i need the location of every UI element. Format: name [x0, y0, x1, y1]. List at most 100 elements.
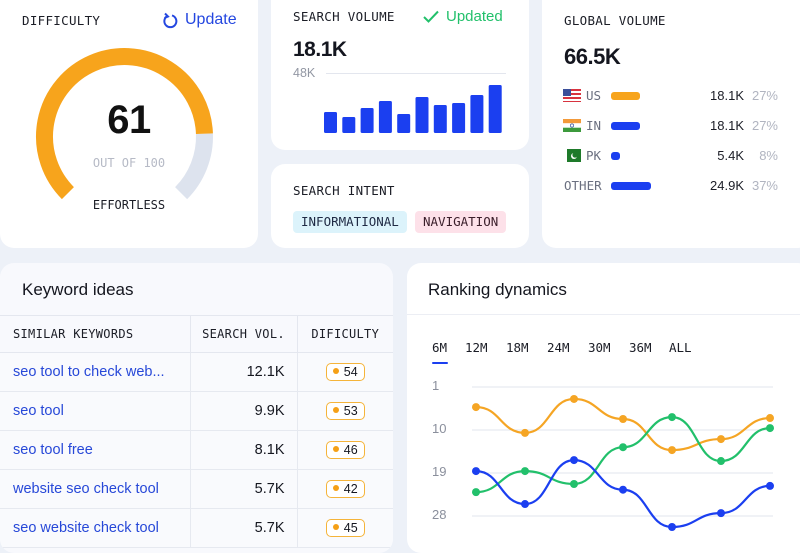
difficulty-badge: 53 [325, 402, 365, 420]
volume-bar [470, 95, 484, 133]
difficulty-level: EFFORTLESS [92, 198, 166, 212]
intent-tag-navigation: NAVIGATION [415, 211, 507, 233]
tab-12m[interactable]: 12M [465, 340, 488, 355]
country-row-in: IN 18.1K 27% [542, 116, 800, 136]
volume-bar [452, 103, 466, 133]
dot-icon [332, 485, 339, 491]
data-point[interactable] [766, 481, 774, 490]
gauge-fill [36, 48, 213, 200]
country-share-bar [611, 122, 641, 130]
series-line-1 [475, 415, 771, 494]
scale-label: 48K [293, 66, 316, 80]
country-percent: 27% [751, 118, 778, 133]
tab-18m[interactable]: 18M [506, 340, 529, 355]
data-point[interactable] [619, 485, 627, 494]
data-point[interactable] [717, 509, 725, 518]
difficulty-badge: 46 [325, 441, 365, 459]
country-code: PK [586, 148, 602, 163]
volume-bar [397, 114, 411, 133]
country-volume: 18.1K [710, 118, 744, 133]
volume-bar [378, 101, 392, 133]
volume-bar [415, 97, 429, 133]
update-label: Update [185, 11, 237, 28]
tab-6m[interactable]: 6M [432, 340, 448, 355]
search-intent-card: SEARCH INTENT INFORMATIONAL NAVIGATION [271, 164, 529, 248]
difficulty-gauge [36, 48, 213, 200]
country-share-bar [611, 182, 651, 190]
keyword-row[interactable]: website seo check tool 5.7K 42 [0, 469, 393, 509]
keyword-row[interactable]: seo tool 9.9K 53 [0, 391, 393, 431]
ranking-title: Ranking dynamics [428, 280, 567, 299]
search-volume-value: 18.1K [293, 38, 347, 61]
check-icon [423, 10, 439, 23]
keyword-link[interactable]: seo tool to check web... [0, 352, 191, 392]
data-point[interactable] [472, 488, 480, 497]
difficulty-badge: 54 [325, 363, 365, 381]
col-search-vol[interactable]: SEARCH VOL. [190, 315, 298, 353]
data-point[interactable] [668, 522, 676, 531]
y-tick-label: 10 [432, 421, 447, 436]
keyword-row[interactable]: seo tool to check web... 12.1K 54 [0, 352, 393, 392]
data-point[interactable] [717, 457, 725, 466]
ranking-line-chart [472, 386, 774, 531]
country-row-other: OTHER 24.9K 37% [542, 176, 800, 196]
volume-bar [342, 117, 356, 133]
difficulty-title: DIFFICULTY [22, 13, 101, 28]
difficulty-max: OUT OF 100 [92, 156, 166, 170]
data-point[interactable] [570, 479, 578, 488]
dot-icon [332, 407, 339, 413]
data-point[interactable] [521, 428, 529, 437]
search-volume-card: SEARCH VOLUME Updated 18.1K 48K [271, 0, 529, 150]
data-point[interactable] [521, 500, 529, 509]
keyword-volume: 9.9K [190, 391, 298, 431]
data-point[interactable] [668, 446, 676, 455]
country-percent: 37% [751, 178, 778, 193]
tab-30m[interactable]: 30M [588, 340, 611, 355]
global-volume-value: 66.5K [564, 44, 621, 69]
updated-status: Updated [423, 8, 503, 25]
data-point[interactable] [668, 413, 676, 422]
volume-bar [324, 112, 337, 133]
data-point[interactable] [766, 424, 774, 433]
series-line-0 [475, 397, 771, 452]
country-code: US [586, 88, 602, 103]
data-point[interactable] [717, 435, 725, 444]
data-point[interactable] [570, 456, 578, 465]
data-point[interactable] [619, 415, 627, 424]
volume-bar [360, 108, 374, 133]
data-point[interactable] [521, 467, 529, 476]
dot-icon [332, 524, 339, 530]
difficulty-value: 61 [107, 98, 151, 142]
dot-icon [332, 446, 339, 452]
tab-all[interactable]: ALL [669, 340, 692, 355]
col-difficulty[interactable]: DIFICULTY [297, 315, 393, 353]
keyword-link[interactable]: seo tool [0, 391, 191, 431]
country-share-bar [611, 152, 620, 160]
keyword-link[interactable]: website seo check tool [0, 469, 191, 509]
update-button[interactable]: Update [162, 11, 237, 29]
data-point[interactable] [472, 467, 480, 476]
country-code: IN [586, 118, 602, 133]
scale-line [326, 73, 506, 74]
data-point[interactable] [570, 394, 578, 403]
country-row-us: US 18.1K 27% [542, 86, 800, 106]
col-similar-keywords[interactable]: SIMILAR KEYWORDS [0, 315, 191, 353]
search-intent-title: SEARCH INTENT [293, 183, 395, 198]
gauge-track [174, 133, 213, 200]
data-point[interactable] [472, 403, 480, 412]
country-volume: 5.4K [717, 148, 744, 163]
refresh-icon [163, 12, 178, 28]
keyword-volume: 5.7K [190, 469, 298, 509]
keyword-volume: 12.1K [190, 352, 298, 392]
tab-36m[interactable]: 36M [629, 340, 652, 355]
y-tick-label: 19 [432, 464, 447, 479]
y-tick-label: 1 [432, 378, 440, 393]
tab-24m[interactable]: 24M [547, 340, 570, 355]
country-share-bar [611, 92, 641, 100]
data-point[interactable] [766, 414, 774, 423]
country-percent: 27% [751, 88, 778, 103]
dot-icon [332, 368, 339, 374]
country-percent: 8% [759, 148, 778, 163]
data-point[interactable] [619, 443, 627, 452]
in-flag-icon [563, 119, 581, 135]
